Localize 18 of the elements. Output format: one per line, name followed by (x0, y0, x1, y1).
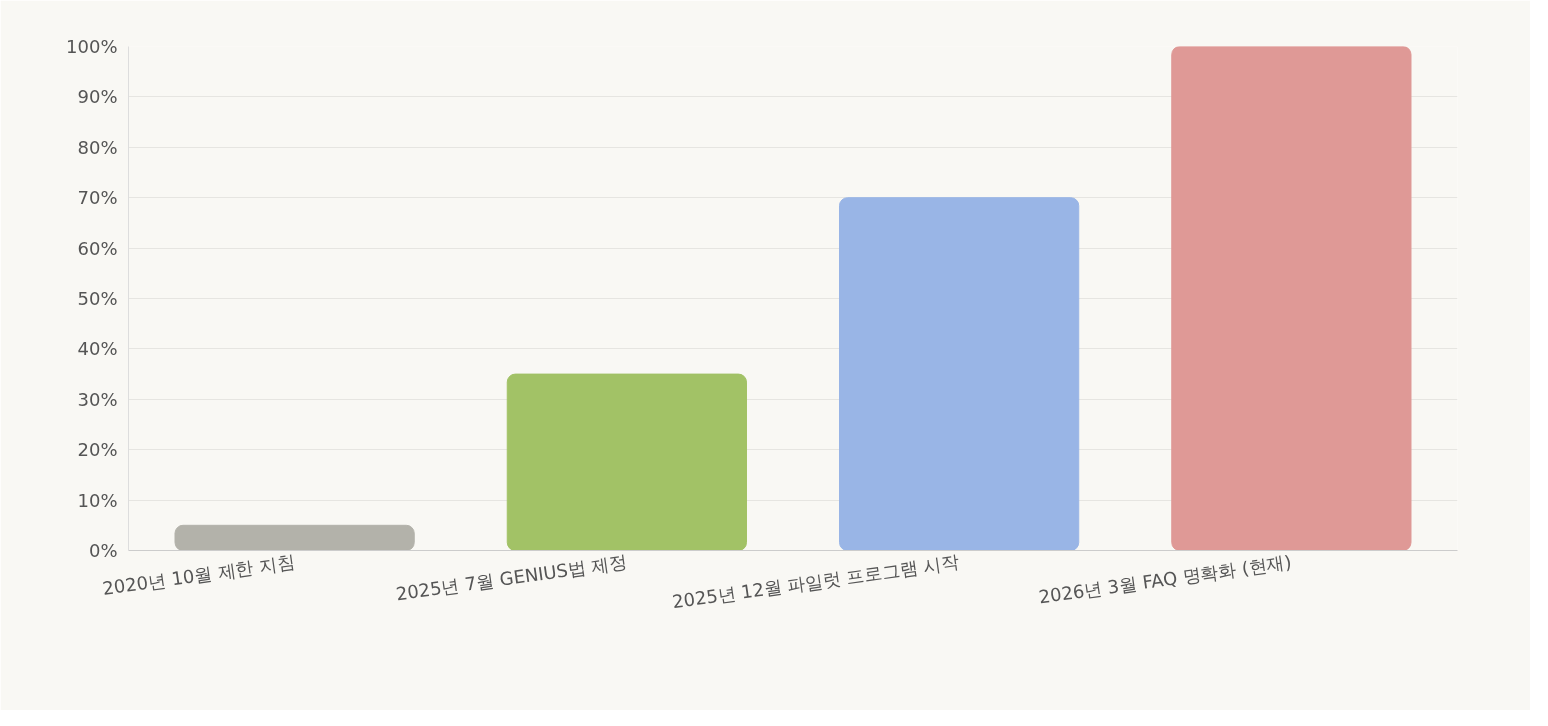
y-tick-label: 10% (77, 489, 118, 511)
bar (174, 524, 415, 551)
bar (1171, 46, 1412, 551)
x-tick-label: 2025년 12월 파일럿 프로그램 시작 (670, 551, 961, 613)
bar (506, 373, 747, 551)
y-tick-label: 70% (77, 187, 118, 209)
y-tick-label: 40% (77, 338, 118, 360)
bar (839, 197, 1080, 551)
y-tick-label: 0% (88, 540, 118, 561)
y-tick-label: 20% (77, 439, 118, 461)
y-tick-label: 100% (66, 36, 118, 57)
y-tick-label: 30% (77, 388, 118, 410)
x-tick-label: 2025년 7월 GENIUS법 제정 (394, 551, 629, 605)
y-tick-label: 50% (77, 288, 118, 309)
y-tick-label: 80% (77, 136, 118, 158)
y-tick-label: 90% (77, 86, 118, 108)
y-tick-label: 60% (77, 237, 118, 259)
x-tick-label: 2026년 3월 FAQ 명확화 (현재) (1037, 551, 1293, 608)
